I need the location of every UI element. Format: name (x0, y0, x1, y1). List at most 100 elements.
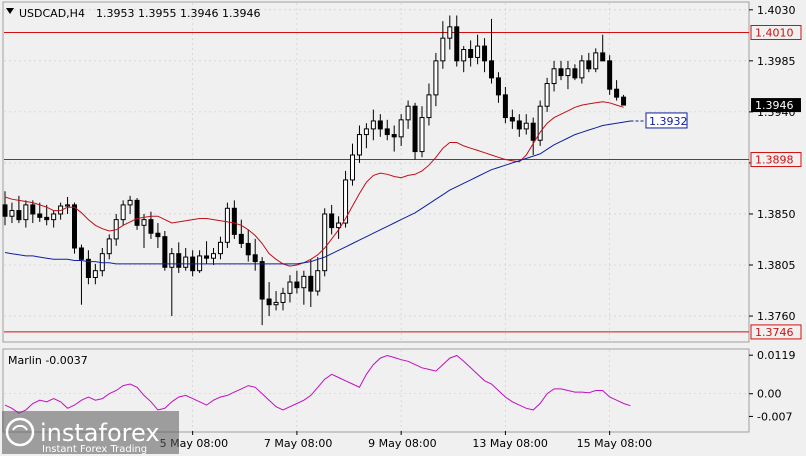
candle-body-bear (377, 120, 383, 130)
level-price-box (750, 152, 802, 168)
candle-body-bull (315, 270, 321, 292)
level-price-box (750, 324, 802, 340)
candle-body-bear (204, 255, 210, 259)
candle-body-bear (482, 45, 488, 62)
candle-body-bear (85, 258, 91, 278)
candle-body-bull (106, 238, 112, 255)
candle-body-bull (475, 45, 481, 58)
ohlc-values: 1.3953 1.3955 1.3946 1.3946 (96, 7, 260, 20)
candle-body-bear (329, 213, 335, 229)
blue-ma-value-label: 1.3932 (649, 115, 688, 128)
candle-body-bull (551, 68, 557, 85)
candle-body-bear (266, 298, 272, 306)
candle-body-bear (586, 60, 592, 70)
candle-body-bear (245, 242, 251, 256)
symbol-label: USDCAD,H4 (19, 7, 85, 20)
candle-body-bull (65, 204, 71, 207)
current-price-label: 1.3946 (755, 99, 794, 112)
price-tick-label: 1.3985 (757, 55, 796, 68)
chart-header[interactable]: USDCAD,H4 1.3953 1.3955 1.3946 1.3946 (6, 7, 260, 20)
candle-body-bull (336, 222, 342, 229)
candlesticks (2, 15, 627, 326)
candle-body-bear (252, 254, 258, 263)
candle-body-bear (391, 134, 397, 138)
candle-body-bear (621, 96, 627, 106)
time-tick-label: 9 May 08:00 (368, 437, 436, 450)
candle-body-bull (169, 253, 175, 268)
candle-body-bull (322, 213, 328, 272)
candle-body-bull (593, 52, 599, 70)
candle-body-bull (544, 83, 550, 107)
candle-body-bear (509, 117, 515, 122)
collapse-triangle-icon[interactable] (6, 8, 14, 14)
oscillator-line (4, 354, 631, 414)
candle-body-bull (447, 26, 453, 39)
candle-body-bull (280, 292, 286, 303)
candle-body-bull (183, 256, 189, 268)
candle-body-bear (308, 275, 314, 292)
candle-body-bull (211, 253, 216, 259)
osc-tick-label: 0.00 (757, 388, 782, 401)
oscillator-axis: 0.0119 0.00 -0.007 (749, 349, 796, 423)
candle-body-bear (607, 60, 613, 90)
candle-body-bull (440, 37, 446, 62)
candle-body-bull (426, 94, 432, 119)
candle-body-bear (259, 261, 265, 300)
osc-tick-label: -0.007 (757, 410, 792, 423)
price-axis: 1.40301.39851.39401.38951.38501.38051.37… (749, 4, 802, 340)
candle-body-bear (600, 52, 606, 62)
candle-body-bull (120, 204, 126, 221)
candle-body-bull (419, 117, 425, 153)
candle-body-bull (405, 105, 411, 121)
watermark-backdrop (2, 411, 179, 454)
candle-body-bear (231, 207, 237, 235)
level-price-label: 1.4010 (755, 26, 794, 39)
candle-body-bull (23, 204, 29, 221)
candle-body-bear (78, 247, 84, 260)
price-tick-label: 1.3850 (757, 208, 796, 221)
candle-body-bull (273, 301, 279, 306)
time-tick-label: 13 May 08:00 (472, 437, 547, 450)
candle-body-bull (301, 275, 307, 289)
time-tick-label: 7 May 08:00 (264, 437, 332, 450)
candle-body-bull (51, 213, 57, 221)
candle-body-bear (16, 210, 22, 221)
candle-body-bear (2, 204, 8, 217)
candle-body-bear (530, 122, 536, 141)
candle-body-bear (72, 204, 77, 249)
candle-body-bear (44, 216, 50, 221)
candle-body-bull (287, 281, 293, 294)
candle-body-bear (148, 219, 154, 234)
candle-body-bear (412, 105, 418, 153)
support-resistance-levels (4, 31, 749, 333)
candle-body-bear (502, 94, 508, 119)
price-tick-label: 1.3805 (757, 259, 796, 272)
blue-ma-value-box (645, 112, 688, 129)
candle-body-bear (238, 233, 244, 244)
watermark-tagline: Instant Forex Trading (42, 444, 147, 455)
price-tick-label: 1.4030 (757, 4, 796, 17)
candle-body-bull (343, 179, 349, 224)
candle-body-bear (468, 49, 474, 58)
time-tick-label: 15 May 08:00 (577, 437, 652, 450)
candle-body-bull (370, 120, 376, 130)
candle-body-bear (495, 77, 501, 96)
osc-tick-label: 0.0119 (757, 349, 796, 362)
candle-body-bull (461, 49, 467, 62)
price-panel-frame (2, 1, 750, 343)
candle-body-bull (224, 207, 230, 243)
candle-body-bull (363, 128, 369, 136)
instaforex-logo-icon (5, 417, 35, 447)
instaforex-watermark: instaforex Instant Forex Trading (2, 411, 179, 455)
candle-body-bear (162, 236, 168, 268)
candle-body-bear (30, 204, 36, 215)
candle-body-bull (579, 60, 585, 79)
candle-body-bull (127, 199, 133, 206)
oscillator-title: Marlin -0.0037 (8, 354, 88, 367)
blue-moving-average (4, 120, 631, 265)
candle-body-bull (92, 270, 98, 278)
level-price-label: 1.3898 (755, 154, 794, 167)
candle-body-bear (176, 253, 182, 268)
level-price-box (750, 24, 802, 40)
